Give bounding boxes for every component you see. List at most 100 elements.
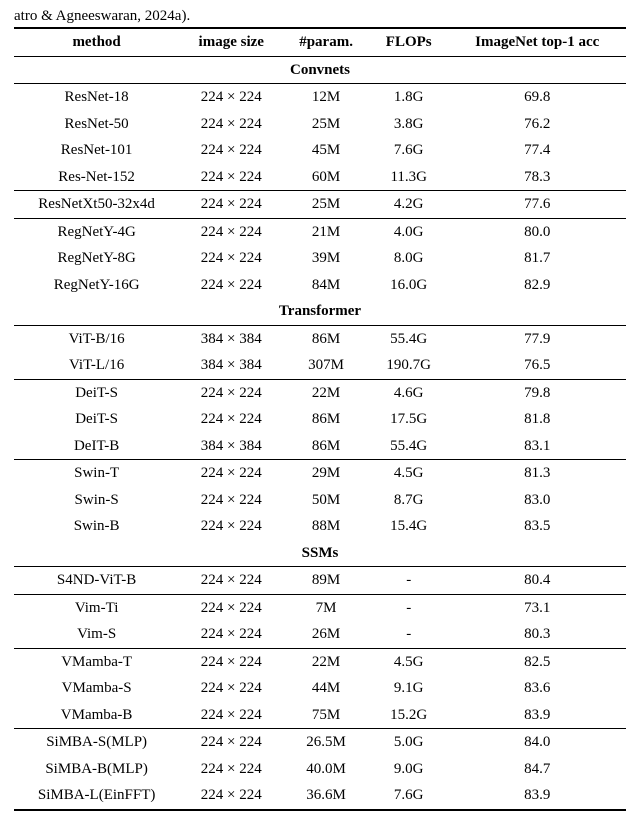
cell-params: 86M <box>283 433 369 460</box>
cell-acc: 84.7 <box>448 756 626 783</box>
cell-image-size: 224 × 224 <box>179 379 283 406</box>
cell-acc: 69.8 <box>448 84 626 111</box>
cell-method: ResNet-50 <box>14 111 179 138</box>
cell-image-size: 224 × 224 <box>179 460 283 487</box>
cell-acc: 80.0 <box>448 218 626 245</box>
cell-flops: 15.2G <box>369 702 449 729</box>
cell-method: VMamba-T <box>14 648 179 675</box>
col-flops: FLOPs <box>369 28 449 56</box>
cell-flops: 4.6G <box>369 379 449 406</box>
table-row: RegNetY-4G224 × 22421M4.0G80.0 <box>14 218 626 245</box>
cell-acc: 83.0 <box>448 487 626 514</box>
cell-params: 21M <box>283 218 369 245</box>
col-method: method <box>14 28 179 56</box>
citation-fragment: atro & Agneeswaran, 2024a). <box>14 8 626 25</box>
table-row: RegNetY-16G224 × 22484M16.0G82.9 <box>14 272 626 299</box>
cell-image-size: 224 × 224 <box>179 756 283 783</box>
cell-params: 40.0M <box>283 756 369 783</box>
cell-flops: 9.1G <box>369 675 449 702</box>
table-row: Vim-Ti224 × 2247M-73.1 <box>14 594 626 621</box>
cell-method: SiMBA-L(EinFFT) <box>14 782 179 810</box>
cell-flops: 5.0G <box>369 729 449 756</box>
cell-acc: 84.0 <box>448 729 626 756</box>
cell-params: 29M <box>283 460 369 487</box>
table-row: Swin-B224 × 22488M15.4G83.5 <box>14 513 626 540</box>
cell-method: Swin-T <box>14 460 179 487</box>
table-row: ViT-B/16384 × 38486M55.4G77.9 <box>14 325 626 352</box>
table-row: ResNet-101224 × 22445M7.6G77.4 <box>14 137 626 164</box>
cell-image-size: 224 × 224 <box>179 218 283 245</box>
cell-acc: 80.4 <box>448 567 626 595</box>
cell-method: RegNetY-16G <box>14 272 179 299</box>
cell-image-size: 224 × 224 <box>179 594 283 621</box>
cell-method: ViT-B/16 <box>14 325 179 352</box>
cell-acc: 81.3 <box>448 460 626 487</box>
cell-flops: - <box>369 594 449 621</box>
cell-acc: 82.5 <box>448 648 626 675</box>
cell-method: ResNetXt50-32x4d <box>14 191 179 219</box>
cell-image-size: 224 × 224 <box>179 782 283 810</box>
cell-flops: 4.5G <box>369 460 449 487</box>
cell-params: 36.6M <box>283 782 369 810</box>
section-header: SSMs <box>14 540 626 567</box>
cell-flops: 4.0G <box>369 218 449 245</box>
cell-acc: 83.6 <box>448 675 626 702</box>
cell-acc: 76.2 <box>448 111 626 138</box>
cell-params: 60M <box>283 164 369 191</box>
table-row: DeiT-S224 × 22486M17.5G81.8 <box>14 406 626 433</box>
cell-params: 50M <box>283 487 369 514</box>
cell-flops: 190.7G <box>369 352 449 379</box>
table-row: ResNet-18224 × 22412M1.8G69.8 <box>14 84 626 111</box>
cell-params: 12M <box>283 84 369 111</box>
cell-image-size: 224 × 224 <box>179 567 283 595</box>
table-row: SiMBA-S(MLP)224 × 22426.5M5.0G84.0 <box>14 729 626 756</box>
cell-flops: 9.0G <box>369 756 449 783</box>
cell-acc: 73.1 <box>448 594 626 621</box>
cell-acc: 83.9 <box>448 782 626 810</box>
cell-params: 84M <box>283 272 369 299</box>
cell-params: 86M <box>283 325 369 352</box>
section-header: Transformer <box>14 298 626 325</box>
cell-image-size: 224 × 224 <box>179 729 283 756</box>
cell-flops: 8.0G <box>369 245 449 272</box>
table-row: RegNetY-8G224 × 22439M8.0G81.7 <box>14 245 626 272</box>
cell-method: DeIT-B <box>14 433 179 460</box>
cell-acc: 80.3 <box>448 621 626 648</box>
table-row: ViT-L/16384 × 384307M190.7G76.5 <box>14 352 626 379</box>
col-acc: ImageNet top-1 acc <box>448 28 626 56</box>
col-image-size: image size <box>179 28 283 56</box>
cell-params: 25M <box>283 191 369 219</box>
cell-acc: 83.9 <box>448 702 626 729</box>
cell-flops: 17.5G <box>369 406 449 433</box>
cell-image-size: 384 × 384 <box>179 433 283 460</box>
cell-method: DeiT-S <box>14 379 179 406</box>
cell-method: ResNet-101 <box>14 137 179 164</box>
section-header: Convnets <box>14 56 626 84</box>
cell-params: 307M <box>283 352 369 379</box>
cell-method: SiMBA-S(MLP) <box>14 729 179 756</box>
table-row: Swin-T224 × 22429M4.5G81.3 <box>14 460 626 487</box>
cell-flops: 4.2G <box>369 191 449 219</box>
cell-method: SiMBA-B(MLP) <box>14 756 179 783</box>
table-row: ResNetXt50-32x4d224 × 22425M4.2G77.6 <box>14 191 626 219</box>
cell-image-size: 224 × 224 <box>179 675 283 702</box>
table-row: Swin-S224 × 22450M8.7G83.0 <box>14 487 626 514</box>
cell-method: RegNetY-8G <box>14 245 179 272</box>
cell-acc: 77.6 <box>448 191 626 219</box>
cell-method: Vim-Ti <box>14 594 179 621</box>
cell-flops: 1.8G <box>369 84 449 111</box>
cell-params: 25M <box>283 111 369 138</box>
cell-params: 7M <box>283 594 369 621</box>
table-row: DeiT-S224 × 22422M4.6G79.8 <box>14 379 626 406</box>
cell-method: Swin-B <box>14 513 179 540</box>
cell-params: 26.5M <box>283 729 369 756</box>
cell-method: ResNet-18 <box>14 84 179 111</box>
col-params: #param. <box>283 28 369 56</box>
cell-image-size: 224 × 224 <box>179 84 283 111</box>
cell-method: VMamba-B <box>14 702 179 729</box>
results-table: method image size #param. FLOPs ImageNet… <box>14 27 626 811</box>
table-row: SiMBA-L(EinFFT)224 × 22436.6M7.6G83.9 <box>14 782 626 810</box>
cell-params: 22M <box>283 379 369 406</box>
cell-acc: 78.3 <box>448 164 626 191</box>
cell-params: 22M <box>283 648 369 675</box>
